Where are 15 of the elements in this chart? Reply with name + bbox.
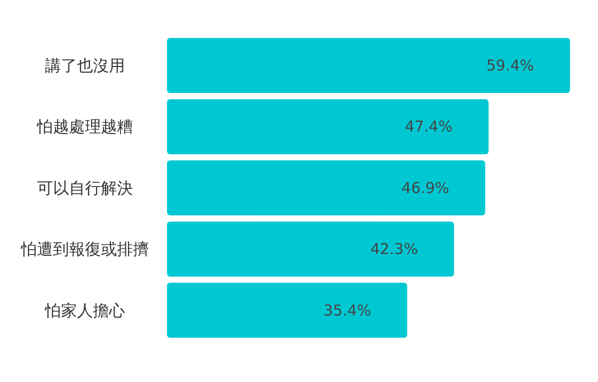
y-tick-label: 怕遭到報復或排擠 [20,240,149,259]
bar [167,99,489,154]
bar [167,222,454,277]
bar [167,160,486,216]
data-label: 47.4% [404,118,453,136]
y-tick-label: 講了也沒用 [45,56,125,75]
data-label: 46.9% [402,178,450,197]
bar [167,38,570,93]
bar [167,282,408,338]
data-label: 35.4% [324,301,372,320]
data-label: 42.3% [370,240,418,258]
y-tick-label: 怕越處理越糟 [36,117,133,136]
data-label: 59.4% [486,56,534,74]
y-tick-label: 可以自行解決 [37,178,133,198]
y-tick-label: 怕家人擔心 [44,300,125,320]
